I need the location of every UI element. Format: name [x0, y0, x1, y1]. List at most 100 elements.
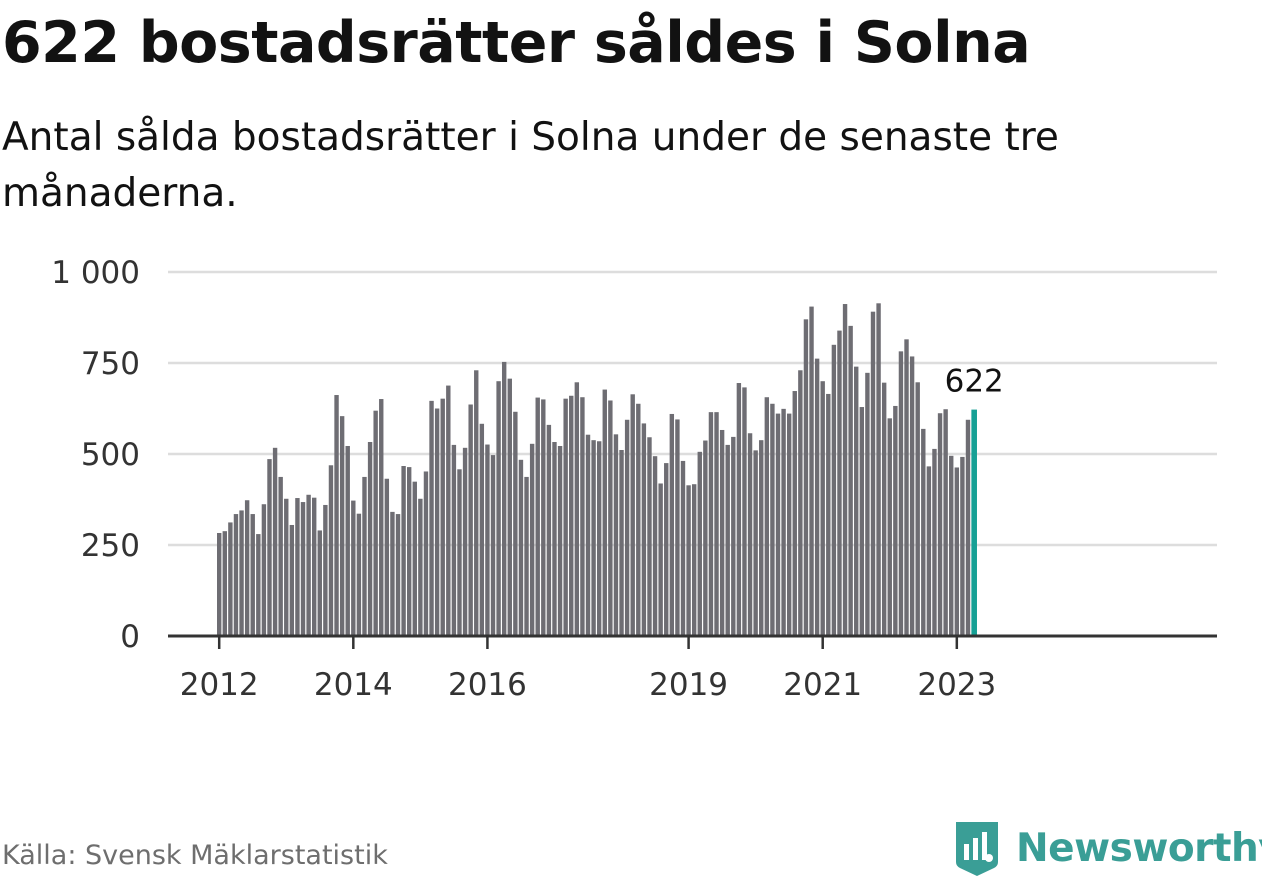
x-axis-ticks: 2012 2014 2016 2019 2021 2023	[180, 636, 996, 703]
bar	[434, 408, 440, 636]
bar	[630, 394, 635, 636]
bar-highlight	[971, 409, 977, 636]
x-tick-label: 2014	[314, 667, 393, 703]
bar	[222, 531, 227, 636]
bar	[742, 387, 747, 636]
bar	[524, 476, 529, 636]
bar	[317, 530, 322, 636]
bar	[848, 325, 853, 636]
bar	[289, 524, 295, 636]
bar	[479, 423, 485, 636]
bar	[256, 534, 261, 636]
bar	[485, 444, 490, 636]
brand-logo: Newsworthy	[952, 818, 1262, 878]
bar	[501, 361, 507, 636]
bar	[792, 391, 797, 636]
bar	[412, 481, 417, 636]
bar	[747, 433, 753, 636]
bar	[546, 424, 552, 636]
y-axis-ticks: 0 250 500 750 1 000	[51, 255, 140, 655]
bar	[731, 436, 736, 636]
bar	[736, 383, 742, 636]
bar	[384, 478, 390, 636]
bar	[362, 476, 367, 636]
bar	[949, 455, 954, 636]
bar	[474, 370, 479, 636]
y-tick-label: 0	[120, 619, 140, 655]
bar	[557, 445, 563, 636]
bar	[932, 448, 937, 636]
bar	[451, 444, 457, 636]
bar	[691, 484, 697, 636]
bar	[351, 500, 356, 636]
bar	[954, 467, 960, 636]
y-tick-label: 1 000	[51, 255, 140, 291]
bar	[284, 498, 289, 636]
bar	[664, 463, 669, 636]
bar	[636, 403, 641, 636]
bar	[876, 303, 881, 636]
bar	[345, 445, 350, 636]
bar	[608, 400, 613, 636]
bar	[390, 511, 395, 636]
bar	[596, 441, 602, 636]
bar	[881, 382, 887, 636]
bar	[647, 437, 652, 636]
bar	[859, 407, 865, 636]
bar	[831, 344, 837, 636]
bar	[233, 514, 239, 636]
bar	[619, 450, 624, 636]
bar	[541, 399, 546, 636]
bar	[306, 494, 311, 636]
bar	[921, 428, 926, 636]
bar	[373, 410, 378, 636]
bar	[272, 447, 278, 636]
bar	[826, 393, 831, 636]
bar	[513, 411, 518, 636]
bars	[217, 303, 977, 636]
bar	[759, 440, 764, 636]
bar	[395, 514, 401, 636]
bar	[507, 378, 512, 636]
bar	[312, 497, 317, 636]
bar	[602, 389, 607, 636]
bar	[960, 456, 965, 636]
highlight-value-label: 622	[945, 364, 1004, 400]
bar-chart: 0 250 500 750 1 000 2012 2014 2016 2019 2021 2023…	[51, 255, 1217, 703]
bar	[267, 459, 272, 636]
bar	[239, 510, 244, 636]
bar	[535, 397, 540, 636]
bar	[770, 403, 775, 636]
bar	[669, 413, 675, 636]
bar	[943, 409, 948, 636]
bar	[563, 398, 568, 636]
bar	[814, 358, 820, 636]
bar	[295, 498, 300, 636]
bar	[423, 471, 429, 636]
bar	[418, 498, 423, 636]
bar	[703, 440, 708, 636]
bar	[965, 419, 971, 636]
bar	[675, 419, 680, 636]
bar	[367, 441, 373, 636]
bar	[585, 434, 591, 636]
bar	[334, 395, 339, 636]
bar	[591, 440, 596, 636]
bar	[865, 372, 870, 636]
bar	[680, 460, 686, 636]
bar	[624, 419, 630, 636]
bar	[496, 381, 501, 636]
x-tick-label: 2016	[448, 667, 527, 703]
bar	[300, 502, 306, 636]
bar	[786, 413, 792, 636]
bar	[803, 319, 809, 636]
bar	[725, 444, 730, 636]
y-tick-label: 250	[81, 528, 140, 564]
bar	[457, 469, 462, 636]
bar	[356, 513, 362, 636]
bar	[887, 418, 892, 636]
bar	[429, 400, 434, 636]
bar	[440, 398, 445, 636]
bar	[904, 339, 909, 636]
chart-subtitle: Antal sålda bostadsrätter i Solna under …	[2, 115, 1059, 216]
